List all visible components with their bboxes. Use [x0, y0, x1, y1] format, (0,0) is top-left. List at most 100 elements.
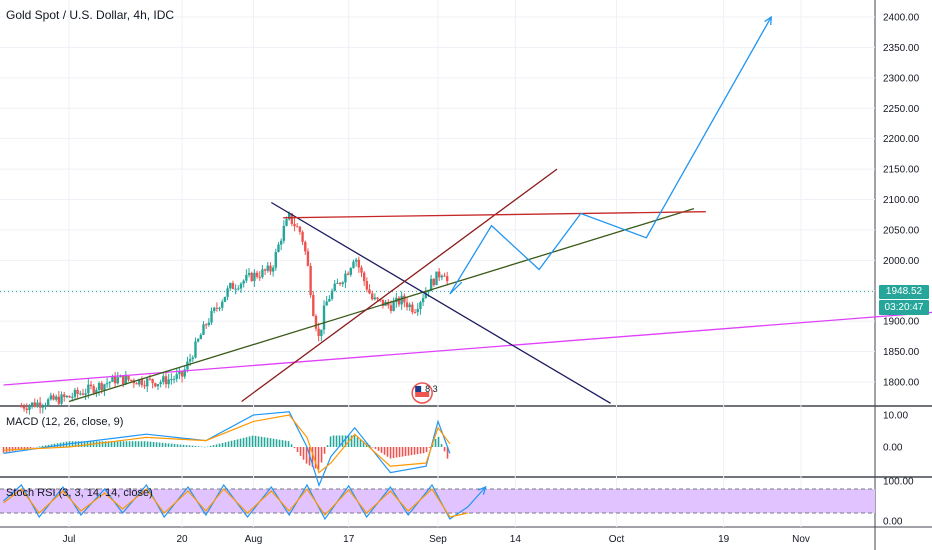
histogram-bar [131, 441, 134, 447]
candle-body [253, 272, 256, 281]
candle-body [36, 402, 39, 407]
histogram-bar [428, 447, 431, 448]
stoch-tick-label: 100.00 [883, 477, 914, 488]
candle-body [443, 275, 446, 277]
candle-body [196, 339, 200, 342]
histogram-bar [215, 444, 218, 447]
histogram-bar [44, 445, 47, 447]
histogram-bar [275, 439, 278, 447]
candle-body [330, 290, 334, 299]
candle-body [207, 322, 211, 325]
histogram-bar [362, 441, 365, 447]
candle-body [105, 383, 109, 385]
histogram-bar [416, 447, 419, 455]
histogram-bar [50, 444, 53, 447]
histogram-bar [29, 447, 32, 449]
histogram-bar [146, 441, 149, 447]
candle-body [81, 393, 85, 395]
histogram-bar [251, 435, 254, 447]
histogram-bar [320, 447, 323, 463]
histogram-bar [311, 447, 314, 467]
candle-body [215, 307, 219, 309]
macd-line [3, 411, 451, 488]
histogram-bar [26, 447, 29, 449]
histogram-bar [191, 445, 194, 447]
histogram-bar [140, 441, 143, 447]
candle-body [151, 379, 154, 384]
histogram-bar [419, 447, 422, 454]
x-tick-label: Jul [63, 534, 76, 545]
histogram-bar [14, 447, 17, 451]
histogram-bar [224, 442, 227, 447]
candle-body [424, 292, 427, 299]
candle-body [204, 324, 208, 326]
candle-body [28, 405, 31, 410]
candle-body [71, 396, 74, 398]
candle-body [338, 282, 342, 285]
candle-body [325, 301, 328, 306]
candle-body [349, 268, 352, 275]
candle-body [87, 384, 90, 394]
histogram-bar [401, 447, 404, 457]
histogram-bar [110, 441, 113, 447]
candle-body [63, 394, 66, 397]
candle-body [124, 376, 128, 385]
candle-body [140, 379, 144, 386]
histogram-bar [212, 445, 215, 447]
histogram-bar [281, 440, 284, 447]
macd-tick-label: 0.00 [883, 443, 903, 454]
candle-body [237, 288, 240, 290]
histogram-bar [125, 441, 128, 447]
candle-body [306, 251, 310, 266]
histogram-bar [290, 444, 293, 447]
candle-body [269, 265, 272, 272]
histogram-bar [155, 442, 158, 447]
candle-body [170, 379, 173, 381]
candle-body [301, 231, 304, 242]
histogram-bar [20, 447, 23, 450]
candle-body [97, 383, 101, 390]
candle-body [231, 283, 235, 290]
candle-body [202, 324, 205, 335]
candle-body [376, 297, 379, 300]
y-tick-label: 1850.00 [883, 347, 920, 358]
histogram-bar [23, 447, 26, 450]
candle-body [218, 307, 221, 309]
candle-body [250, 272, 253, 281]
histogram-bar [260, 436, 263, 447]
candle-body [20, 406, 23, 408]
candle-body [261, 269, 264, 278]
histogram-bar [446, 447, 449, 459]
y-tick-label: 2300.00 [883, 73, 920, 84]
candle-body [175, 374, 178, 379]
candle-body [60, 394, 63, 404]
histogram-bar [377, 447, 380, 451]
histogram-bar [413, 447, 416, 455]
candle-body [172, 378, 176, 380]
histogram-bar [437, 436, 440, 447]
candle-body [162, 376, 165, 383]
histogram-bar [332, 435, 335, 447]
candle-body [274, 251, 278, 268]
histogram-bar [104, 441, 107, 447]
histogram-bar [407, 447, 410, 456]
candle-body [226, 288, 229, 297]
histogram-bar [380, 447, 383, 453]
histogram-bar [203, 446, 206, 448]
candle-body [432, 278, 436, 286]
macd-label: MACD (12, 26, close, 9) [6, 416, 124, 428]
candle-body [446, 276, 449, 282]
candle-body [57, 396, 61, 404]
histogram-bar [434, 439, 437, 447]
histogram-bar [293, 447, 296, 449]
candle-body [360, 267, 363, 273]
histogram-bar [374, 447, 377, 449]
countdown-tag: 03:20:47 [879, 300, 929, 315]
candle-body [25, 408, 28, 410]
histogram-bar [188, 445, 191, 447]
x-tick-label: Sep [429, 534, 447, 545]
histogram-bar [263, 437, 266, 447]
candle-body [293, 223, 296, 227]
